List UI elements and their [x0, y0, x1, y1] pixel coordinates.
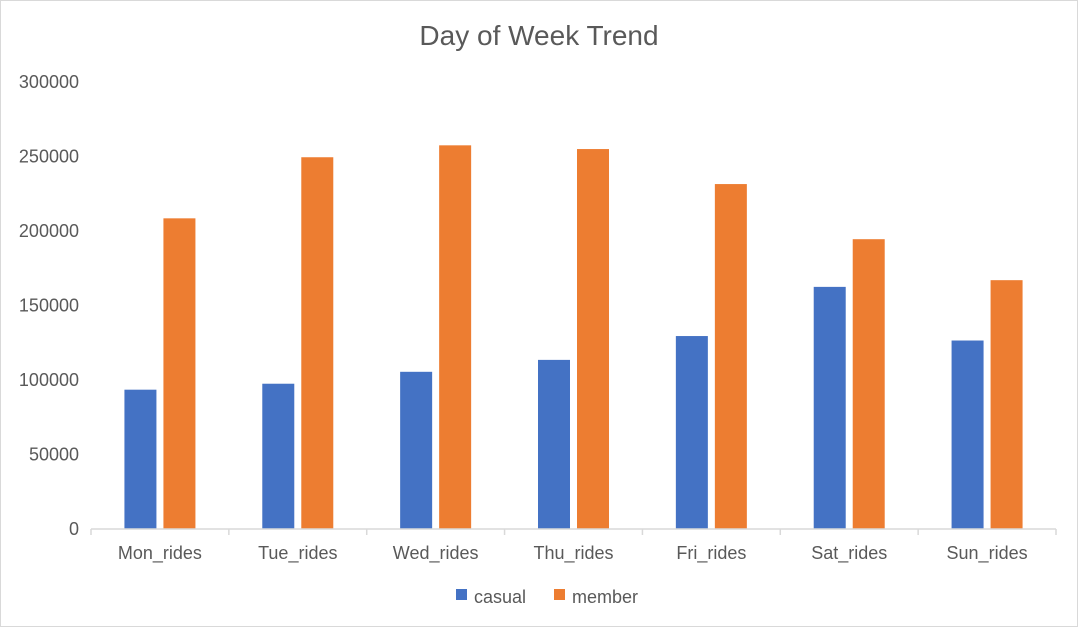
y-tick-label: 50000: [29, 445, 79, 465]
bar-member-Thu_rides: [577, 149, 609, 530]
x-axis-tick-labels: Mon_rides Tue_rides Wed_rides Thu_rides Fri_…: [118, 543, 1028, 564]
bar-member-Mon_rides: [163, 218, 196, 529]
bar-member-Tue_rides: [301, 157, 334, 529]
bar-casual-Sun_rides: [951, 340, 984, 529]
y-axis-tick-labels: 0 50000 100000 150000 200000 250000 300000: [19, 72, 79, 539]
x-tick-label: Wed_rides: [393, 543, 479, 564]
y-tick-label: 300000: [19, 72, 79, 92]
bar-member-Sun_rides: [990, 280, 1023, 529]
y-tick-label: 150000: [19, 296, 79, 316]
bar-member-Wed_rides: [439, 145, 472, 529]
legend-label-member: member: [572, 587, 638, 607]
bar-casual-Thu_rides: [538, 359, 570, 529]
x-tick-label: Thu_rides: [533, 543, 613, 564]
bar-series-group: [124, 145, 1023, 530]
x-tick-label: Fri_rides: [676, 543, 746, 564]
bar-casual-Tue_rides: [262, 383, 295, 529]
bar-casual-Mon_rides: [124, 389, 157, 529]
y-tick-label: 0: [69, 519, 79, 539]
x-tick-label: Tue_rides: [258, 543, 337, 564]
x-tick-label: Mon_rides: [118, 543, 202, 564]
x-axis-ticks: [90, 529, 1057, 535]
bar-casual-Wed_rides: [400, 371, 433, 529]
bar-member-Sat_rides: [852, 239, 885, 529]
legend: casual member: [456, 587, 638, 607]
bar-member-Fri_rides: [714, 184, 747, 529]
bar-casual-Fri_rides: [675, 336, 708, 529]
y-tick-label: 100000: [19, 370, 79, 390]
y-tick-label: 200000: [19, 221, 79, 241]
x-tick-label: Sat_rides: [811, 543, 887, 564]
legend-swatch-casual: [456, 589, 467, 600]
bar-casual-Sat_rides: [813, 286, 846, 529]
y-tick-label: 250000: [19, 147, 79, 167]
legend-swatch-member: [554, 589, 565, 600]
legend-label-casual: casual: [474, 587, 526, 607]
x-tick-label: Sun_rides: [947, 543, 1028, 564]
chart-title: Day of Week Trend: [419, 20, 658, 51]
